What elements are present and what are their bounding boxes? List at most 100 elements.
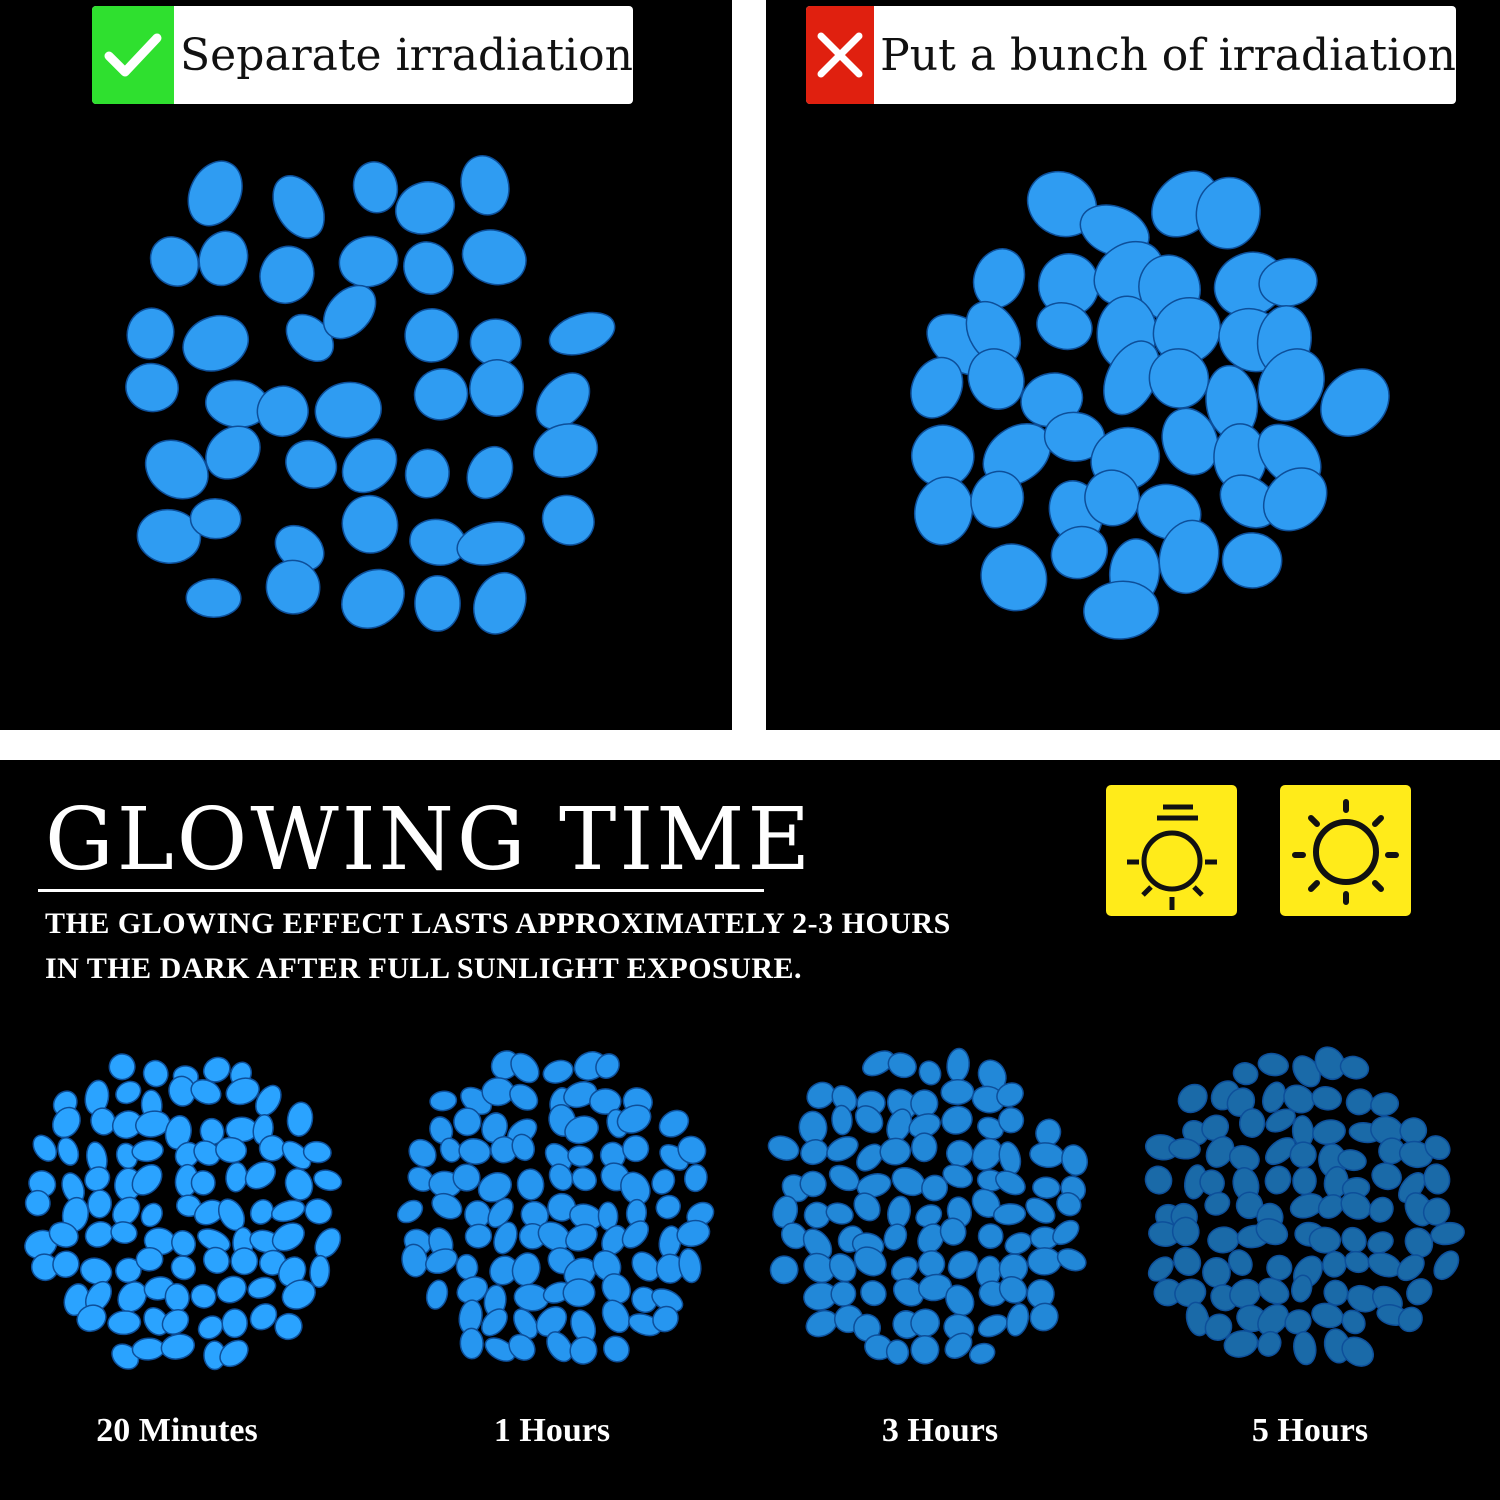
pebble (413, 368, 469, 421)
pebble (281, 1279, 316, 1310)
pebble (1025, 1197, 1056, 1224)
sun-icon (1280, 785, 1411, 916)
pebble (189, 498, 242, 540)
pebble (352, 161, 399, 214)
pebble (940, 1079, 975, 1106)
pebble (404, 448, 450, 499)
pebble (977, 1116, 1004, 1140)
pebble (853, 1246, 887, 1277)
pebble (1266, 1254, 1293, 1281)
pebble (998, 1107, 1025, 1134)
pebble (677, 1135, 707, 1165)
pebble (403, 241, 454, 295)
pebble (182, 315, 249, 372)
pebble (942, 1164, 973, 1189)
pebble (174, 1141, 201, 1168)
pebble (1056, 1192, 1082, 1217)
pebble (76, 1304, 107, 1333)
pebble (274, 1312, 303, 1341)
pebble (622, 1134, 650, 1163)
pebble (516, 1168, 545, 1201)
pebble (247, 1276, 277, 1299)
pebble (1032, 1176, 1061, 1199)
pebble (225, 1161, 248, 1193)
pebble (1292, 1166, 1317, 1196)
pebble (1396, 1254, 1425, 1282)
pebble (219, 1339, 249, 1368)
pebble (117, 1281, 148, 1313)
pebble (215, 1136, 248, 1164)
pebble (1029, 1142, 1065, 1168)
pebble (1345, 1088, 1374, 1116)
pebble (921, 1174, 948, 1202)
pebble (542, 1059, 574, 1084)
pebble (1185, 1301, 1210, 1337)
pebble (828, 1253, 857, 1283)
pebble (968, 1342, 996, 1365)
pebble (892, 1278, 925, 1307)
pebble (272, 175, 325, 239)
pebble (304, 1198, 333, 1225)
pebble (1173, 1246, 1202, 1276)
pebble (302, 1140, 332, 1164)
pebble (1006, 1303, 1030, 1337)
cross-icon (806, 6, 875, 104)
pebble (221, 1308, 248, 1339)
pebble (945, 1139, 974, 1168)
pebble (1232, 1062, 1259, 1086)
pebble (1207, 1226, 1240, 1254)
pebble (977, 1314, 1008, 1338)
pebble (1293, 1331, 1317, 1366)
pebble (1177, 1083, 1208, 1114)
pebble (481, 1308, 508, 1337)
pebble (404, 308, 459, 363)
pebble (911, 424, 975, 488)
pebble (1084, 469, 1141, 527)
pebble (414, 575, 461, 632)
pebble (216, 1275, 247, 1304)
pebble (1423, 1163, 1451, 1195)
pebble (945, 1284, 975, 1317)
pebble (533, 423, 599, 478)
pebble (767, 1135, 800, 1161)
pebble (30, 1253, 59, 1282)
pebble (244, 1161, 277, 1190)
pebble (249, 1199, 274, 1225)
pebble (995, 1170, 1026, 1196)
pebble (879, 1137, 912, 1166)
check-icon (92, 6, 175, 104)
pebble (910, 1089, 939, 1118)
pebble (513, 1308, 539, 1339)
pebble (1027, 1247, 1062, 1276)
pebble (1341, 1309, 1366, 1335)
pebble (1056, 1248, 1087, 1272)
pebble (230, 1247, 259, 1276)
pebble (1289, 1141, 1317, 1169)
pebble (993, 1203, 1027, 1226)
pebble (970, 470, 1025, 529)
pebble (890, 1256, 919, 1282)
pebble (885, 1339, 910, 1365)
pebble (1371, 1162, 1402, 1191)
pebble (1202, 1257, 1231, 1288)
pebble (185, 578, 242, 619)
pebble (601, 1273, 631, 1305)
pebble (511, 1252, 541, 1287)
pebble (946, 1047, 970, 1083)
pebble (535, 372, 591, 430)
pebble (466, 446, 514, 500)
pebble (256, 385, 309, 438)
pebble (914, 476, 974, 546)
pebble (535, 1306, 568, 1337)
pebble (967, 348, 1025, 410)
pebble (115, 1080, 142, 1105)
pebble (601, 1299, 630, 1334)
pebble (395, 181, 456, 235)
pebble (1368, 1196, 1394, 1223)
pebble (84, 1166, 111, 1192)
pebble (511, 1133, 535, 1162)
pebble (1061, 1144, 1089, 1176)
pebble (854, 1105, 884, 1134)
pebble (1344, 1250, 1370, 1274)
pebble (453, 1107, 482, 1137)
